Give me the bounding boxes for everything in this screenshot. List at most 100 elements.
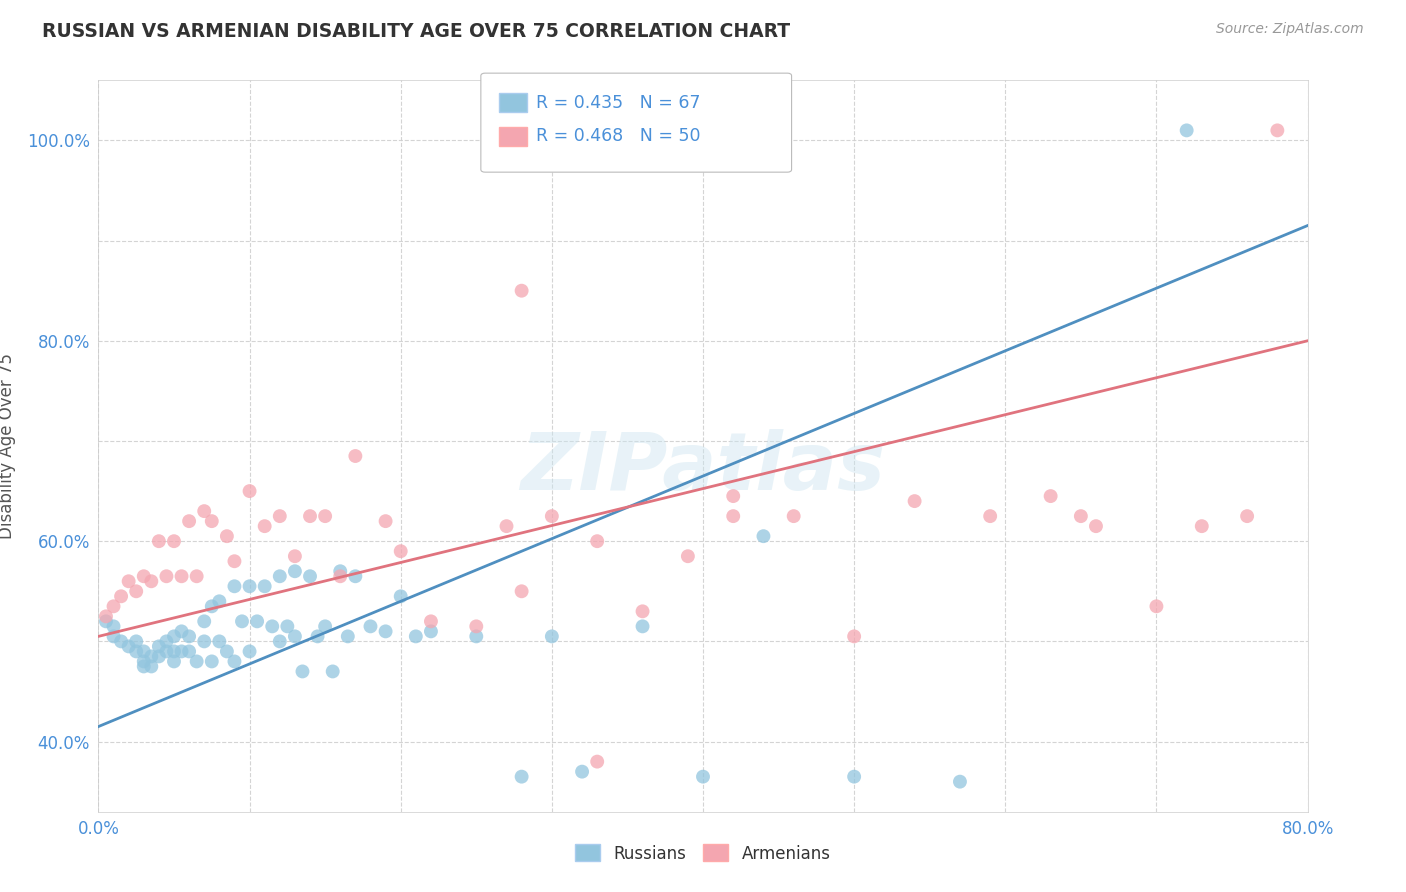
Point xyxy=(844,770,866,784)
Point xyxy=(201,514,224,528)
Point xyxy=(631,604,654,618)
Point xyxy=(360,619,382,633)
Point xyxy=(284,629,307,643)
Point xyxy=(1085,519,1108,533)
Point xyxy=(155,634,177,648)
Point xyxy=(103,629,125,643)
Point xyxy=(125,584,148,599)
Point xyxy=(299,569,322,583)
Point xyxy=(262,619,284,633)
Point xyxy=(141,659,163,673)
Point xyxy=(193,504,215,518)
Point xyxy=(510,770,533,784)
Point xyxy=(132,569,155,583)
Point xyxy=(163,629,186,643)
Point xyxy=(307,629,329,643)
Point xyxy=(322,665,344,679)
Point xyxy=(224,579,246,593)
Point xyxy=(586,755,609,769)
Point xyxy=(336,629,359,643)
Point xyxy=(208,594,231,608)
Point xyxy=(1267,123,1289,137)
Point xyxy=(231,615,253,629)
Point xyxy=(110,634,132,648)
Point xyxy=(495,519,517,533)
Point xyxy=(186,569,208,583)
Point xyxy=(465,629,488,643)
Point xyxy=(405,629,427,643)
Point xyxy=(276,619,298,633)
Point xyxy=(132,644,155,658)
Point xyxy=(155,569,177,583)
Text: Source: ZipAtlas.com: Source: ZipAtlas.com xyxy=(1216,22,1364,37)
Point xyxy=(844,629,866,643)
Point xyxy=(148,534,170,549)
Point xyxy=(201,599,224,614)
Point xyxy=(783,509,806,524)
Point xyxy=(118,640,141,654)
Point xyxy=(284,564,307,578)
Point xyxy=(540,509,562,524)
Point xyxy=(132,655,155,669)
Point xyxy=(510,284,533,298)
Point xyxy=(374,514,396,528)
Y-axis label: Disability Age Over 75: Disability Age Over 75 xyxy=(0,353,15,539)
Point xyxy=(125,644,148,658)
Point xyxy=(103,619,125,633)
Point xyxy=(676,549,699,564)
Point xyxy=(420,615,443,629)
Point xyxy=(344,449,367,463)
Point xyxy=(269,509,291,524)
Point xyxy=(299,509,322,524)
Point xyxy=(752,529,775,543)
Point xyxy=(291,665,314,679)
Point xyxy=(208,634,231,648)
Point xyxy=(110,589,132,603)
Point xyxy=(170,624,193,639)
Point xyxy=(269,569,291,583)
Point xyxy=(465,619,488,633)
Point xyxy=(193,634,215,648)
Point xyxy=(246,615,269,629)
Point xyxy=(949,774,972,789)
Point xyxy=(215,529,238,543)
Point xyxy=(329,564,352,578)
Point xyxy=(1175,123,1198,137)
Point xyxy=(132,659,155,673)
Legend: Russians, Armenians: Russians, Armenians xyxy=(569,838,837,869)
Point xyxy=(179,644,201,658)
Point xyxy=(692,770,714,784)
Point xyxy=(186,655,208,669)
Text: R = 0.468   N = 50: R = 0.468 N = 50 xyxy=(536,128,700,145)
Point xyxy=(141,574,163,589)
Point xyxy=(253,519,276,533)
Point xyxy=(269,634,291,648)
Point xyxy=(314,619,336,633)
Text: ZIPatlas: ZIPatlas xyxy=(520,429,886,507)
Point xyxy=(94,609,117,624)
Point xyxy=(179,514,201,528)
Point xyxy=(374,624,396,639)
Point xyxy=(141,649,163,664)
Point xyxy=(179,629,201,643)
Point xyxy=(979,509,1001,524)
Point xyxy=(1039,489,1062,503)
Point xyxy=(723,489,745,503)
Point xyxy=(420,624,443,639)
Point xyxy=(1070,509,1092,524)
Point xyxy=(631,619,654,633)
Point xyxy=(118,574,141,589)
Point xyxy=(170,644,193,658)
Point xyxy=(389,544,412,558)
Point xyxy=(163,655,186,669)
Point xyxy=(510,584,533,599)
Point xyxy=(224,655,246,669)
Text: RUSSIAN VS ARMENIAN DISABILITY AGE OVER 75 CORRELATION CHART: RUSSIAN VS ARMENIAN DISABILITY AGE OVER … xyxy=(42,22,790,41)
Point xyxy=(239,579,262,593)
Point xyxy=(94,615,117,629)
Text: R = 0.435   N = 67: R = 0.435 N = 67 xyxy=(536,94,700,112)
Point xyxy=(314,509,336,524)
Point xyxy=(1191,519,1213,533)
Point xyxy=(239,484,262,499)
Point xyxy=(148,640,170,654)
